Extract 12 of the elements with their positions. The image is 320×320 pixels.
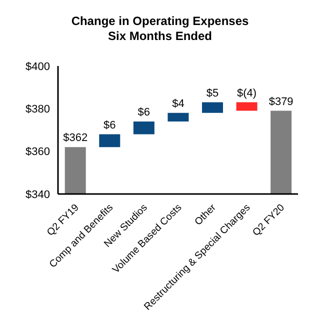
data-label: $4 <box>172 98 184 110</box>
data-label: $6 <box>104 119 116 132</box>
y-tick-label: $340 <box>26 188 50 201</box>
y-tick-label: $380 <box>26 104 50 116</box>
y-tick-label: $360 <box>26 146 50 158</box>
data-label: $5 <box>206 87 219 100</box>
data-label: $379 <box>268 96 294 108</box>
chart-title: Change in Operating Expenses Six Months Ended <box>70 13 250 44</box>
data-label: $(4) <box>237 87 257 100</box>
data-label: $362 <box>63 132 88 144</box>
y-tick-label: $400 <box>26 60 50 73</box>
data-label: $6 <box>138 106 150 118</box>
